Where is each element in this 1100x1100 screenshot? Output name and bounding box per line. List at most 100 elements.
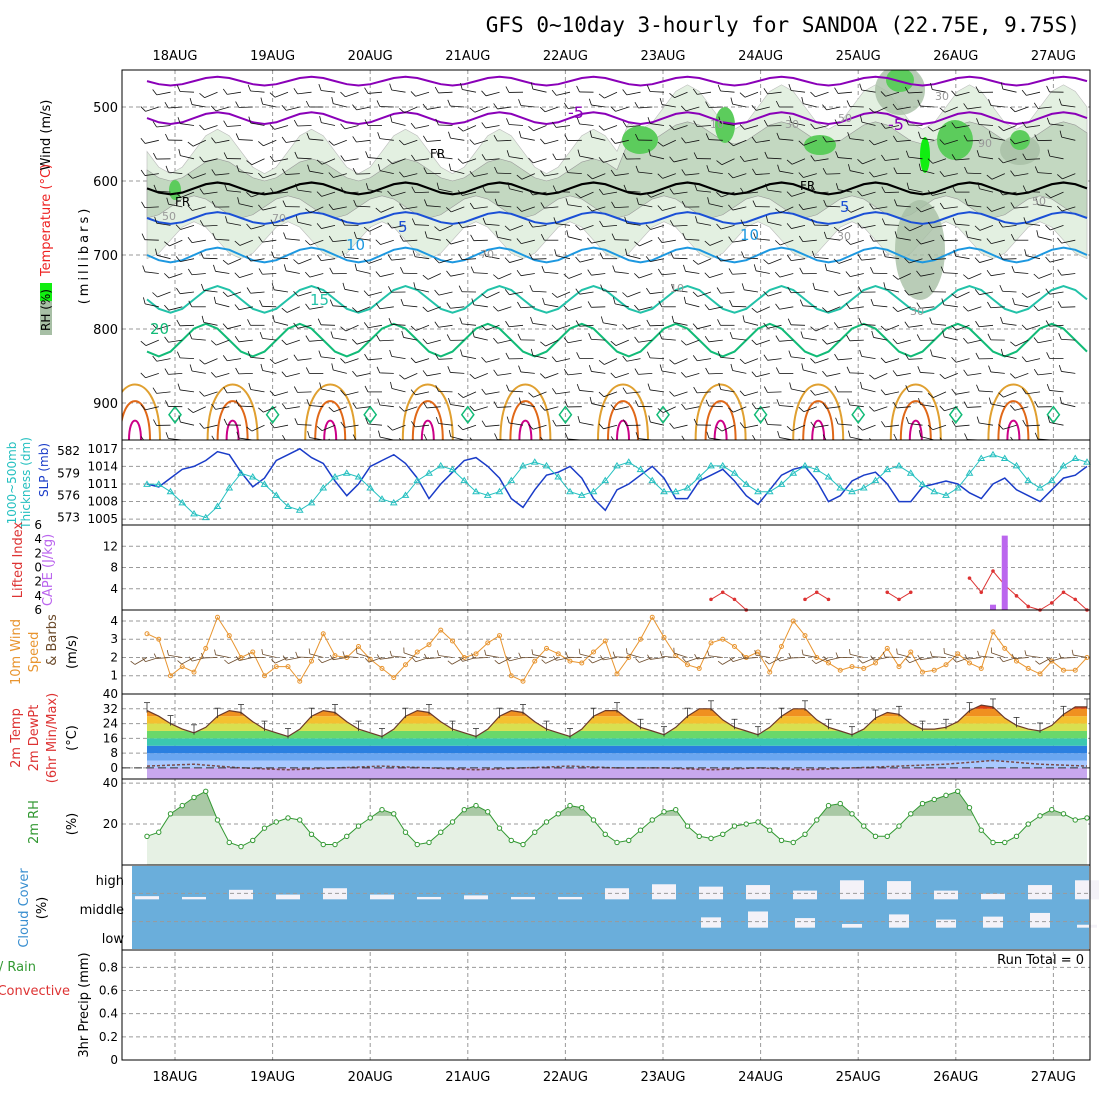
wind-barb-shaft (709, 306, 723, 311)
wind-barb (222, 258, 242, 265)
wind-barb (739, 91, 759, 98)
wind-barb (587, 173, 606, 180)
wind-barb (835, 151, 853, 160)
wind-barb (670, 283, 688, 293)
wind-barb (540, 234, 559, 241)
wind-barb (905, 417, 923, 426)
wind10-barb (801, 649, 817, 658)
wind10-barb-flag (578, 648, 581, 655)
date-label-top: 19AUG (250, 49, 295, 64)
thickness-marker (1047, 476, 1056, 484)
wind-barb-shaft (297, 424, 312, 426)
wind-barb (317, 318, 336, 326)
wind-barb-shaft (1014, 206, 1029, 209)
wind-barb (481, 90, 500, 97)
cloud-middle-bar (936, 919, 956, 928)
wind10-marker (767, 669, 773, 675)
wind-barb-flag (376, 334, 381, 342)
wind-barb-shaft (661, 104, 676, 108)
wind-barb (176, 287, 195, 295)
wind-barb (880, 357, 900, 364)
wind-barb-shaft (1002, 191, 1017, 196)
thickness-marker (1083, 458, 1091, 465)
wind-barb (282, 168, 300, 175)
wind-barb (564, 400, 582, 408)
wind-barb-shaft (215, 173, 230, 176)
wind-barb-shaft (862, 424, 876, 431)
wind10-marker (1025, 665, 1031, 671)
wind-barb-flag (669, 124, 675, 131)
wind-barb-flag (364, 87, 369, 94)
wind-barb-shaft (779, 170, 794, 174)
wind-barb-flag (246, 160, 253, 166)
wind-barb (822, 306, 841, 313)
wind-barb-shaft (1061, 104, 1076, 108)
wind-barb (1010, 202, 1029, 209)
wind-barb (587, 269, 606, 276)
wind-barb-shaft (967, 306, 982, 312)
wind-barb-flag (927, 126, 934, 132)
wind-barb-flag (448, 397, 451, 405)
thickness-ytick: 579 (57, 466, 80, 480)
wind-barb (164, 368, 183, 375)
wind-barb-shaft (815, 91, 829, 98)
wind-barb-flag (140, 106, 146, 112)
wind-barb (963, 401, 982, 408)
wind-barb-shaft (321, 122, 336, 126)
wind-barb (460, 349, 477, 359)
wind-barb-flag (247, 319, 251, 326)
wind-barb (293, 386, 312, 393)
wind-barb-flag (883, 282, 886, 289)
contour-label: -5 (568, 103, 584, 122)
wind-barb (410, 122, 430, 129)
wind-barb (906, 182, 923, 193)
wind-barb-shaft (708, 339, 723, 343)
wind-barb-flag (175, 192, 182, 198)
wind-barb-flag (587, 440, 592, 447)
wind-barb-flag (388, 317, 392, 325)
wind-barb-flag (764, 151, 768, 159)
wind-barb (869, 235, 888, 242)
wind-barb (577, 415, 594, 426)
wind-barb-flag (598, 125, 605, 131)
wind-barb-flag (727, 172, 734, 179)
wind10-barb-flag (1035, 660, 1040, 665)
wind-barb-shaft (463, 125, 477, 132)
wind-barb (905, 118, 923, 126)
wind-barb (1022, 121, 1041, 128)
wind-barb-shaft (979, 156, 994, 160)
wind10-barb-flag (318, 658, 323, 663)
rh2m-marker (167, 811, 174, 817)
wind10-barb-flag (458, 656, 463, 662)
wind-barb-flag (482, 185, 486, 193)
wind-barb-flag (786, 426, 793, 431)
wind-barb-flag (518, 365, 522, 373)
wind-barb-flag (575, 288, 580, 295)
wind-barb (880, 324, 900, 331)
wind-barb (939, 373, 958, 380)
wind-barb (822, 168, 841, 175)
contour-label: 90 (978, 137, 992, 150)
wind-barb-flag (623, 419, 627, 426)
wind-barb-flag (446, 270, 451, 277)
slp-thickness-label: 1000~500mb (5, 442, 19, 525)
wind-barb-flag (540, 138, 546, 145)
wind-barb (870, 298, 888, 308)
wind10-barb (214, 649, 230, 658)
wind-barb-shaft (932, 158, 947, 164)
wind-barb-flag (539, 373, 546, 379)
wind-barb-flag (436, 182, 440, 190)
wind-barb (918, 397, 935, 408)
wind10-marker (720, 636, 726, 642)
thickness-marker (154, 480, 163, 487)
wind-barb-shaft (1014, 406, 1029, 411)
wind-barb-flag (599, 220, 604, 227)
wind10-barb (764, 657, 782, 665)
wind-barb (622, 323, 641, 330)
wind-barb-flag (387, 254, 392, 261)
wind-barb-shaft (885, 424, 900, 428)
wind-barb-shaft (709, 239, 723, 246)
wind-barb (434, 86, 453, 94)
wind-barb (575, 320, 594, 327)
wind-barb-flag (893, 167, 898, 174)
